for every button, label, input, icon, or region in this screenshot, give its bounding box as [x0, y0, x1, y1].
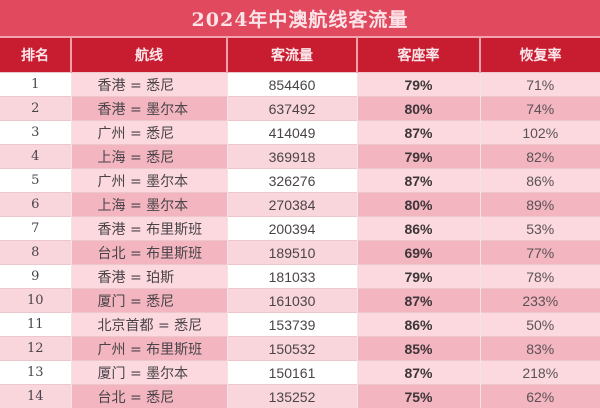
cell-route: 上海 = 墨尔本	[71, 193, 227, 217]
cell-recovery-rate: 86%	[480, 169, 600, 193]
cell-recovery-rate: 50%	[480, 313, 600, 337]
cell-route: 广州 = 墨尔本	[71, 169, 227, 193]
cell-recovery-rate: 53%	[480, 217, 600, 241]
cell-rank: 10	[0, 289, 71, 313]
cell-rank: 12	[0, 337, 71, 361]
cell-load-factor: 87%	[357, 121, 480, 145]
cell-passenger-flow: 854460	[227, 73, 357, 97]
cell-recovery-rate: 89%	[480, 193, 600, 217]
cell-rank: 11	[0, 313, 71, 337]
cell-load-factor: 87%	[357, 169, 480, 193]
cell-passenger-flow: 270384	[227, 193, 357, 217]
cell-passenger-flow: 161030	[227, 289, 357, 313]
cell-recovery-rate: 218%	[480, 361, 600, 385]
header-passenger-flow: 客流量	[227, 38, 357, 73]
cell-route: 厦门 = 墨尔本	[71, 361, 227, 385]
cell-rank: 3	[0, 121, 71, 145]
cell-route: 厦门 = 悉尼	[71, 289, 227, 313]
cell-recovery-rate: 82%	[480, 145, 600, 169]
cell-load-factor: 80%	[357, 193, 480, 217]
cell-passenger-flow: 150161	[227, 361, 357, 385]
cell-passenger-flow: 150532	[227, 337, 357, 361]
cell-passenger-flow: 153739	[227, 313, 357, 337]
cell-route: 台北 = 悉尼	[71, 385, 227, 408]
cell-route: 上海 = 悉尼	[71, 145, 227, 169]
header-route: 航线	[71, 38, 227, 73]
header-rank: 排名	[0, 38, 71, 73]
cell-route: 北京首都 = 悉尼	[71, 313, 227, 337]
cell-route: 广州 = 悉尼	[71, 121, 227, 145]
cell-rank: 7	[0, 217, 71, 241]
cell-load-factor: 86%	[357, 217, 480, 241]
cell-recovery-rate: 77%	[480, 241, 600, 265]
cell-rank: 13	[0, 361, 71, 385]
table-header-row: 排名 航线 客流量 客座率 恢复率	[0, 38, 600, 73]
cell-recovery-rate: 102%	[480, 121, 600, 145]
cell-recovery-rate: 233%	[480, 289, 600, 313]
cell-passenger-flow: 369918	[227, 145, 357, 169]
cell-load-factor: 75%	[357, 385, 480, 408]
table-title: 2024年中澳航线客流量	[0, 0, 600, 38]
cell-recovery-rate: 74%	[480, 97, 600, 121]
cell-load-factor: 87%	[357, 361, 480, 385]
cell-recovery-rate: 78%	[480, 265, 600, 289]
cell-passenger-flow: 135252	[227, 385, 357, 408]
cell-rank: 9	[0, 265, 71, 289]
cell-recovery-rate: 71%	[480, 73, 600, 97]
cell-route: 香港 = 悉尼	[71, 73, 227, 97]
cell-load-factor: 86%	[357, 313, 480, 337]
cell-rank: 4	[0, 145, 71, 169]
cell-load-factor: 87%	[357, 289, 480, 313]
cell-recovery-rate: 83%	[480, 337, 600, 361]
cell-load-factor: 79%	[357, 145, 480, 169]
cell-rank: 5	[0, 169, 71, 193]
cell-load-factor: 79%	[357, 73, 480, 97]
cell-passenger-flow: 181033	[227, 265, 357, 289]
cell-passenger-flow: 189510	[227, 241, 357, 265]
cell-passenger-flow: 326276	[227, 169, 357, 193]
cell-route: 香港 = 墨尔本	[71, 97, 227, 121]
cell-rank: 1	[0, 73, 71, 97]
cell-load-factor: 79%	[357, 265, 480, 289]
cell-route: 香港 = 布里斯班	[71, 217, 227, 241]
cell-passenger-flow: 200394	[227, 217, 357, 241]
cell-rank: 6	[0, 193, 71, 217]
cell-route: 广州 = 布里斯班	[71, 337, 227, 361]
cell-load-factor: 85%	[357, 337, 480, 361]
cell-rank: 2	[0, 97, 71, 121]
cell-load-factor: 80%	[357, 97, 480, 121]
header-recovery-rate: 恢复率	[480, 38, 600, 73]
cell-rank: 8	[0, 241, 71, 265]
cell-route: 台北 = 布里斯班	[71, 241, 227, 265]
cell-rank: 14	[0, 385, 71, 408]
cell-recovery-rate: 62%	[480, 385, 600, 408]
cell-load-factor: 69%	[357, 241, 480, 265]
cell-passenger-flow: 637492	[227, 97, 357, 121]
header-load-factor: 客座率	[357, 38, 480, 73]
cell-passenger-flow: 414049	[227, 121, 357, 145]
cell-route: 香港 = 珀斯	[71, 265, 227, 289]
